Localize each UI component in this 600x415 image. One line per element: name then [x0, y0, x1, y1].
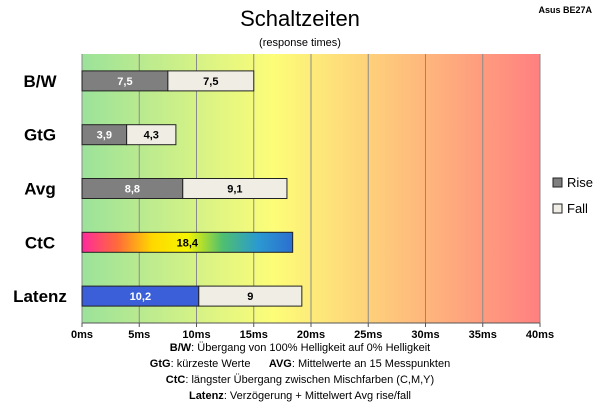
chart-title: Schaltzeiten [240, 6, 360, 31]
bar-label-fall: 9 [247, 291, 253, 303]
category-label: GtG [24, 126, 56, 145]
legend-swatch [552, 177, 563, 188]
bar-label-fall: 9,1 [227, 184, 242, 196]
legend-label: Fall [567, 201, 588, 216]
bar-label-fall: 4,3 [144, 130, 159, 142]
bar-label-fall: 7,5 [203, 76, 218, 88]
category-label: Latenz [13, 287, 67, 306]
category-label: Avg [24, 180, 56, 199]
bar-label-rise: 10,2 [130, 291, 151, 303]
bar-fall [126, 124, 177, 146]
footnote-gtg-avg: GtG: kürzeste Werte AVG: Mittelwerte an … [0, 357, 600, 372]
x-tick-label: 5ms [128, 329, 150, 341]
footnote-text: : Mittelwerte an 15 Messpunkten [291, 358, 451, 370]
model-label: Asus BE27A [538, 5, 592, 15]
bar-fall [198, 285, 303, 307]
legend-swatch [552, 203, 563, 214]
category-label: B/W [23, 72, 57, 91]
category-label: CtC [25, 233, 55, 252]
bar-label-rise: 3,9 [97, 130, 112, 142]
footnote-key: Latenz [188, 390, 224, 402]
bar-label-rise: 7,5 [117, 76, 132, 88]
footnote-key: B/W [169, 342, 192, 354]
footnote-text: : längster Übergang zwischen Mischfarben… [185, 374, 435, 386]
bar-label-rise: 18,4 [177, 237, 199, 249]
footnote-latenz: Latenz: Verzögerung + Mittelwert Avg ris… [0, 389, 600, 404]
x-tick-label: 30ms [411, 329, 439, 341]
footnote-bw: B/W: Übergang von 100% Helligkeit auf 0%… [0, 341, 600, 356]
bar-label-rise: 8,8 [125, 184, 140, 196]
footnote-text: : Übergang von 100% Helligkeit auf 0% He… [191, 342, 431, 354]
footnote-text: : kürzeste Werte [170, 358, 251, 370]
footnote-key: AVG [268, 358, 292, 370]
x-tick-label: 40ms [526, 329, 554, 341]
x-tick-label: 20ms [297, 329, 325, 341]
footnote-ctc: CtC: längster Übergang zwischen Mischfar… [0, 373, 600, 388]
footnote-key: CtC [165, 374, 186, 386]
bar-fall [167, 70, 255, 92]
bar-fall [182, 178, 288, 199]
footnote-text: : Verzögerung + Mittelwert Avg rise/fall [223, 390, 412, 402]
x-tick-label: 25ms [354, 329, 382, 341]
legend-label: Rise [567, 175, 593, 190]
chart-subtitle: (response times) [259, 37, 341, 49]
x-tick-label: 10ms [182, 329, 210, 341]
x-tick-label: 35ms [469, 329, 497, 341]
bar-rise [81, 231, 294, 253]
x-tick-label: 0ms [71, 329, 93, 341]
footnote-key: GtG [149, 358, 171, 370]
x-tick-label: 15ms [240, 329, 268, 341]
